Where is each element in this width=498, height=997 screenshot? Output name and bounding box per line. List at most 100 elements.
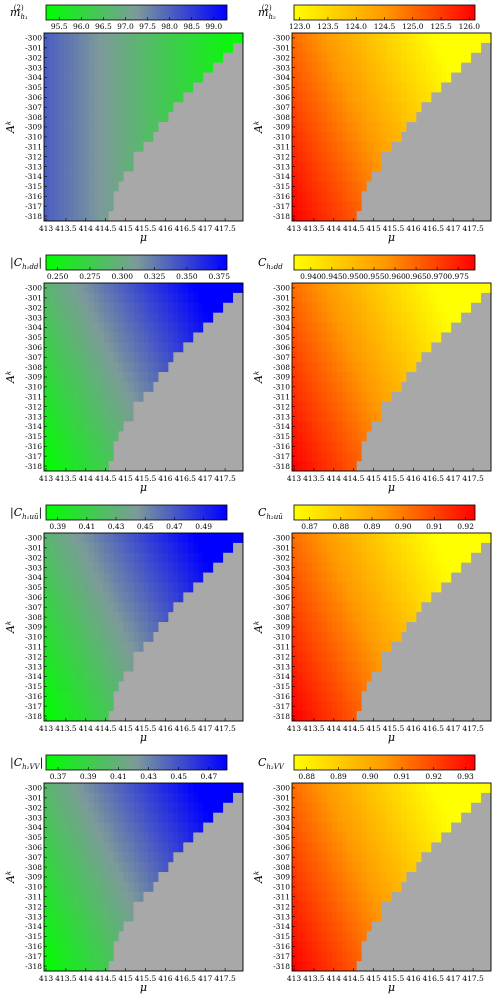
heatmap-cell <box>371 451 377 462</box>
heatmap-cell <box>406 461 412 472</box>
heatmap-cell <box>296 201 303 212</box>
heatmap-cell <box>466 572 472 583</box>
heatmap-cell <box>118 681 125 692</box>
heatmap-cell <box>118 72 125 83</box>
heatmap-cell <box>311 651 318 663</box>
heatmap-cell <box>486 542 492 554</box>
heatmap-cell <box>316 141 323 153</box>
heatmap-cell <box>331 391 338 403</box>
heatmap-cell <box>416 612 422 623</box>
heatmap-cell <box>311 421 318 432</box>
heatmap-cell <box>371 542 377 554</box>
heatmap-cell <box>68 602 75 613</box>
heatmap-cell <box>58 33 65 44</box>
heatmap-cell <box>183 52 189 64</box>
heatmap-cell <box>193 661 199 672</box>
x-tick-label: 417 <box>446 224 461 233</box>
heatmap-cell <box>148 631 154 643</box>
y-tick-label: -304 <box>273 73 290 82</box>
heatmap-cell <box>168 352 174 363</box>
heatmap-cell <box>406 42 412 54</box>
heatmap-cell <box>411 33 417 44</box>
heatmap-cell <box>153 592 159 603</box>
heatmap-cell <box>238 421 244 432</box>
heatmap-cell <box>128 292 134 304</box>
heatmap-cell <box>78 582 85 593</box>
heatmap-cell <box>108 112 115 123</box>
colorbar-tick-label: 96.5 <box>95 22 112 31</box>
heatmap-cell <box>103 362 110 373</box>
heatmap-cell <box>446 691 452 702</box>
heatmap-cell <box>471 161 477 172</box>
heatmap-cell <box>203 122 209 133</box>
heatmap-cell <box>73 181 80 192</box>
heatmap-cell <box>311 201 318 212</box>
heatmap-cell <box>476 421 482 432</box>
x-tick-label: 415 <box>118 724 133 733</box>
heatmap-cell <box>153 711 159 722</box>
heatmap-cell <box>381 52 387 64</box>
heatmap-cell <box>123 42 129 54</box>
heatmap-cell <box>331 352 338 363</box>
heatmap-cell <box>301 461 308 472</box>
heatmap-cell <box>486 431 492 442</box>
heatmap-cell <box>203 102 209 113</box>
heatmap-cell <box>366 681 373 692</box>
heatmap-cell <box>486 62 492 73</box>
heatmap-cell <box>128 681 134 692</box>
heatmap-cell <box>98 342 105 353</box>
heatmap-cell <box>143 372 149 383</box>
heatmap-cell <box>198 641 204 653</box>
heatmap-cell <box>376 62 382 73</box>
heatmap-cell <box>68 312 75 323</box>
heatmap-cell <box>158 461 164 472</box>
heatmap-cell <box>466 362 472 373</box>
heatmap-cell <box>188 342 194 353</box>
heatmap-cell <box>471 352 477 363</box>
heatmap-cell <box>466 292 472 304</box>
heatmap-cell <box>341 322 348 333</box>
heatmap-cell <box>48 651 55 663</box>
heatmap-cell <box>83 461 90 472</box>
heatmap-cell <box>381 312 387 323</box>
heatmap-cell <box>73 592 80 603</box>
heatmap-cell <box>68 691 75 702</box>
y-tick-label: -309 <box>25 373 42 382</box>
heatmap-cell <box>68 651 75 663</box>
heatmap-cell <box>426 362 432 373</box>
heatmap-cell <box>123 131 129 143</box>
heatmap-cell <box>451 602 457 613</box>
heatmap-cell <box>466 42 472 54</box>
x-tick-label: 415.5 <box>383 224 405 233</box>
heatmap-cell <box>238 461 244 472</box>
heatmap-cell <box>158 372 164 383</box>
heatmap-cell <box>416 562 422 573</box>
heatmap-cell <box>371 711 377 722</box>
heatmap-cell <box>53 141 60 153</box>
heatmap-cell <box>238 671 244 682</box>
heatmap-cell <box>188 322 194 333</box>
heatmap-cell <box>208 631 214 643</box>
heatmap-cell <box>203 283 209 294</box>
heatmap-cell <box>406 661 412 672</box>
heatmap-cell <box>456 451 462 462</box>
heatmap-cell <box>336 542 343 554</box>
heatmap-cell <box>98 161 105 172</box>
heatmap-cell <box>311 102 318 113</box>
heatmap-cell <box>336 612 343 623</box>
heatmap-cell <box>188 533 194 544</box>
heatmap-cell <box>108 372 115 383</box>
heatmap-cell <box>301 211 308 222</box>
heatmap-cell <box>118 33 125 44</box>
heatmap-cell <box>366 671 373 682</box>
heatmap-cell <box>441 671 447 682</box>
heatmap-cell <box>103 352 110 363</box>
heatmap-cell <box>88 391 95 403</box>
heatmap-cell <box>321 102 328 113</box>
heatmap-cell <box>346 102 353 113</box>
heatmap-cell <box>143 592 149 603</box>
heatmap-cell <box>461 401 467 413</box>
heatmap-cell <box>336 201 343 212</box>
heatmap-cell <box>148 342 154 353</box>
heatmap-cell <box>421 42 427 54</box>
